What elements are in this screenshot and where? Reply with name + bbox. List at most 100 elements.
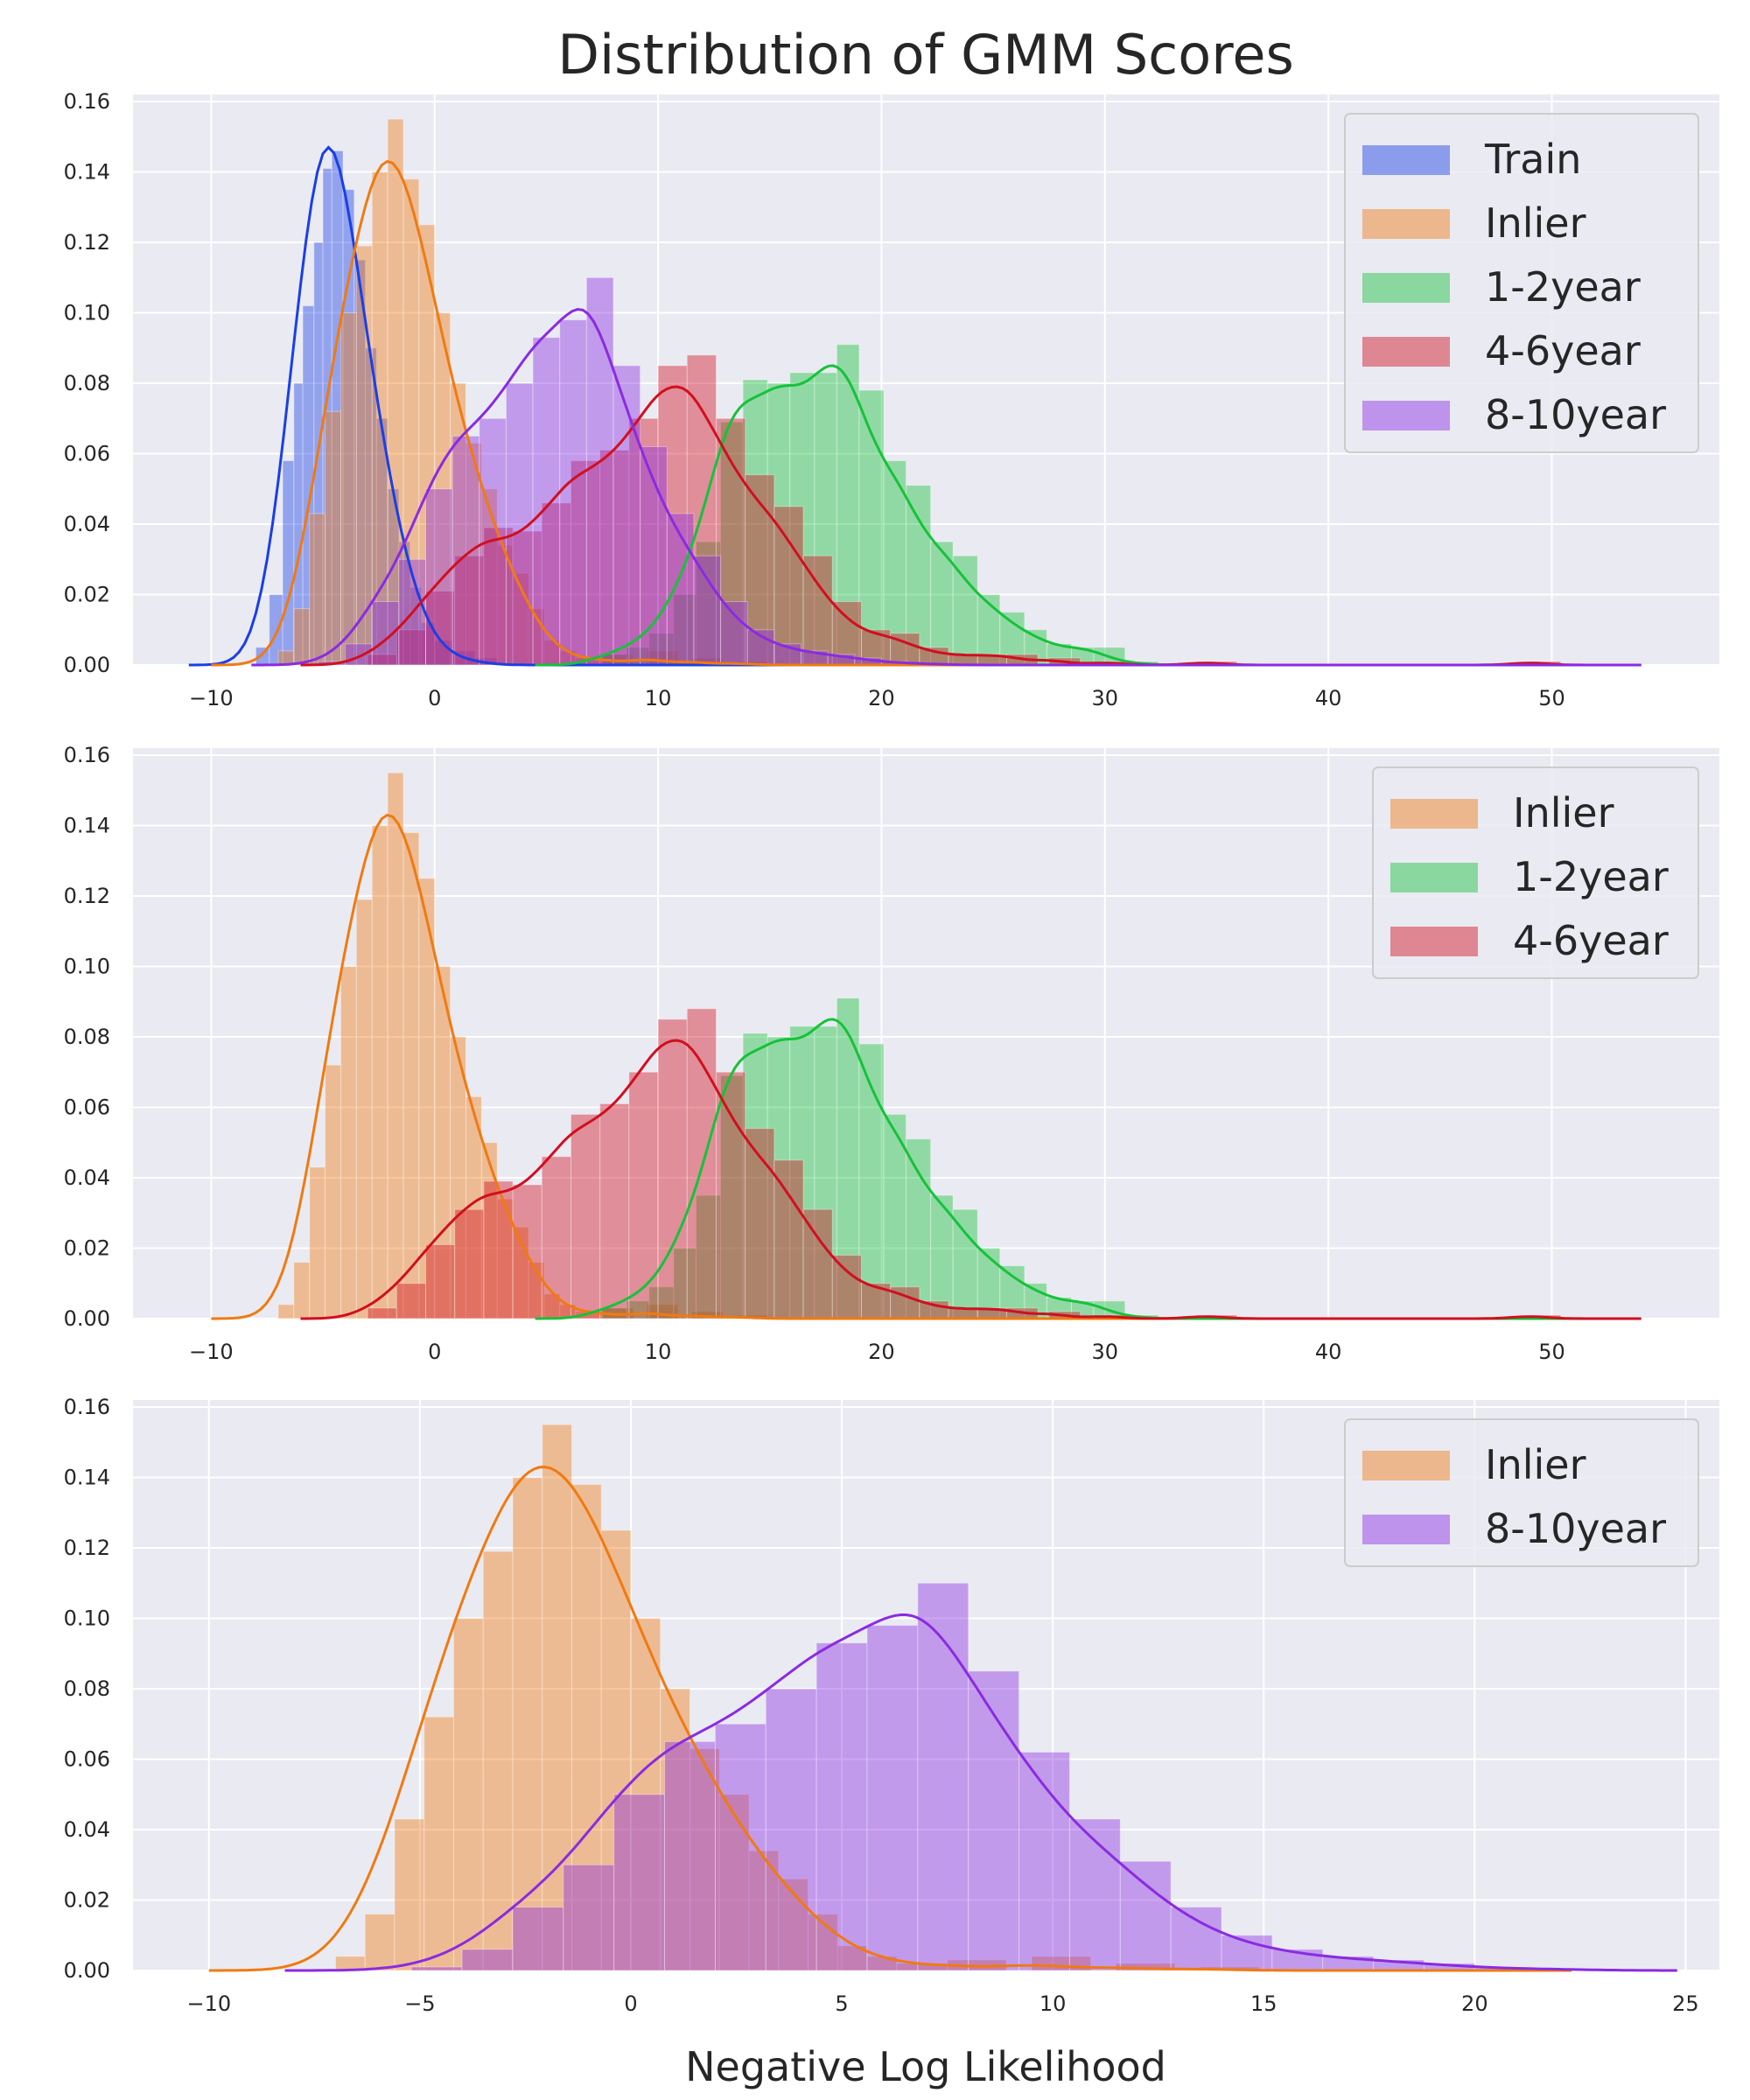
- hist-bar-Inlier: [496, 1198, 514, 1320]
- legend-swatch-Inlier: [1390, 799, 1478, 829]
- hist-bar-8-10year: [1119, 1860, 1172, 1971]
- hist-bar-4-6year: [512, 530, 542, 666]
- hist-bar-1-2year: [952, 1208, 978, 1320]
- hist-bar-8-10year: [452, 435, 480, 666]
- hist-bar-Inlier: [394, 1818, 425, 1971]
- y-tick-label: 0.06: [64, 1096, 110, 1120]
- y-tick-label: 0.00: [64, 1306, 110, 1331]
- x-tick-label: 5: [835, 1992, 848, 2016]
- hist-bar-4-6year: [367, 1307, 397, 1320]
- hist-bar-8-10year: [765, 1688, 817, 1971]
- legend-frame: [1344, 113, 1699, 453]
- hist-bar-Inlier: [325, 1064, 341, 1320]
- legend-swatch-4-6year: [1362, 337, 1450, 367]
- x-tick-label: 40: [1315, 686, 1342, 710]
- y-tick-label: 0.08: [64, 1676, 110, 1701]
- hist-bar-8-10year: [968, 1670, 1020, 1971]
- x-tick-label: −10: [189, 1340, 234, 1364]
- x-tick-label: 40: [1315, 1340, 1342, 1364]
- y-tick-label: 0.08: [64, 371, 110, 396]
- x-tick-label: 30: [1092, 686, 1119, 710]
- x-tick-label: 20: [868, 1340, 895, 1364]
- hist-bar-1-2year: [742, 379, 768, 666]
- x-tick-label: −10: [186, 1992, 231, 2016]
- hist-bar-4-6year: [512, 1184, 542, 1320]
- y-tick-label: 0.06: [64, 442, 110, 466]
- chart-panel-2: 0.00 0.02 0.04 0.06 0.08 0.10 0.12 0.14 0.16 −10 0…: [64, 743, 1719, 1364]
- hist-bar-Inlier: [600, 1530, 632, 1971]
- hist-bar-Inlier: [402, 178, 420, 666]
- hist-bar-4-6year: [454, 555, 485, 666]
- hist-bar-Train: [342, 189, 355, 666]
- hist-bar-Inlier: [340, 312, 357, 666]
- chart-title: Distribution of GMM Scores: [557, 23, 1294, 87]
- hist-bar-Inlier: [718, 1794, 750, 1971]
- hist-bar-4-6year: [745, 1128, 775, 1320]
- hist-bar-8-10year: [461, 1949, 514, 1971]
- hist-bar-1-2year: [906, 485, 932, 666]
- hist-bar-Inlier: [480, 488, 498, 666]
- hist-bar-4-6year: [599, 1102, 630, 1320]
- hist-bar-Inlier: [402, 832, 420, 1320]
- hist-bar-4-6year: [367, 654, 397, 666]
- hist-bar-8-10year: [425, 488, 453, 666]
- x-tick-label: 20: [868, 686, 895, 710]
- hist-bar-Inlier: [660, 1688, 690, 1971]
- hist-bar-Inlier: [512, 1477, 543, 1971]
- kde-line-8-10year: [251, 307, 1642, 667]
- hist-bar-4-6year: [831, 601, 862, 666]
- x-tick-label: 10: [1040, 1992, 1067, 2016]
- legend: Inlier 1-2year 4-6year: [1372, 766, 1699, 979]
- hist-bar-Inlier: [293, 608, 311, 666]
- hist-bar-1-2year: [814, 1026, 837, 1320]
- y-tick-label: 0.10: [64, 301, 110, 326]
- hist-bar-4-6year: [483, 527, 514, 666]
- hist-bar-1-2year: [976, 1248, 1001, 1320]
- legend: Inlier 8-10year: [1344, 1418, 1699, 1567]
- hist-bar-4-6year: [454, 1208, 485, 1320]
- x-tick-label: 30: [1092, 1340, 1119, 1364]
- hist-bar-1-2year: [673, 1248, 696, 1320]
- hist-bar-8-10year: [1068, 1818, 1121, 1971]
- hist-bar-4-6year: [831, 1255, 862, 1320]
- hist-bar-1-2year: [673, 594, 696, 666]
- y-tick-label: 0.16: [64, 743, 110, 767]
- hist-bar-8-10year: [345, 643, 373, 666]
- hist-bar-1-2year: [766, 382, 791, 666]
- y-tick-label: 0.00: [64, 653, 110, 677]
- hist-bar-4-6year: [396, 629, 427, 666]
- hist-bar-8-10year: [666, 513, 695, 666]
- y-tick-label: 0.08: [64, 1025, 110, 1049]
- hist-bar-8-10year: [866, 1625, 919, 1971]
- legend-label-Inlier: Inlier: [1485, 1441, 1586, 1488]
- hist-bar-1-2year: [814, 372, 837, 666]
- hist-bar-Train: [420, 622, 436, 666]
- panels: 0.000.020.040.060.080.100.120.140.16−10 0…: [64, 89, 1719, 2016]
- y-tick-label: 0.14: [64, 1466, 110, 1490]
- y-tick-label: 0.16: [64, 1395, 110, 1419]
- hist-bar-Inlier: [434, 312, 452, 666]
- x-tick-label: −5: [404, 1992, 435, 2016]
- y-tick-label: 0.04: [64, 1817, 110, 1842]
- y-tick-label: 0.00: [64, 1958, 110, 1983]
- hist-bar-Inlier: [689, 1747, 720, 1971]
- hist-bar-8-10year: [410, 1966, 463, 1971]
- y-tick-label: 0.02: [64, 1236, 110, 1261]
- hist-bar-4-6year: [599, 449, 630, 666]
- hist-bar-Train: [282, 460, 295, 666]
- hist-bar-8-10year: [917, 1582, 970, 1971]
- hist-bar-8-10year: [512, 1907, 564, 1971]
- y-tick-label: 0.10: [64, 955, 110, 979]
- x-tick-label: 50: [1538, 1340, 1565, 1364]
- hist-bar-4-6year: [657, 1018, 688, 1320]
- x-tick-label: 50: [1538, 686, 1565, 710]
- hist-bar-Inlier: [355, 245, 373, 666]
- hist-bar-8-10year: [585, 276, 614, 666]
- y-tick-label: 0.14: [64, 160, 110, 185]
- hist-bar-Inlier: [630, 1618, 662, 1971]
- hist-bar-Train: [293, 382, 304, 666]
- hist-bar-Inlier: [452, 1618, 484, 1971]
- y-tick-label: 0.10: [64, 1606, 110, 1631]
- hist-bar-Inlier: [450, 382, 466, 666]
